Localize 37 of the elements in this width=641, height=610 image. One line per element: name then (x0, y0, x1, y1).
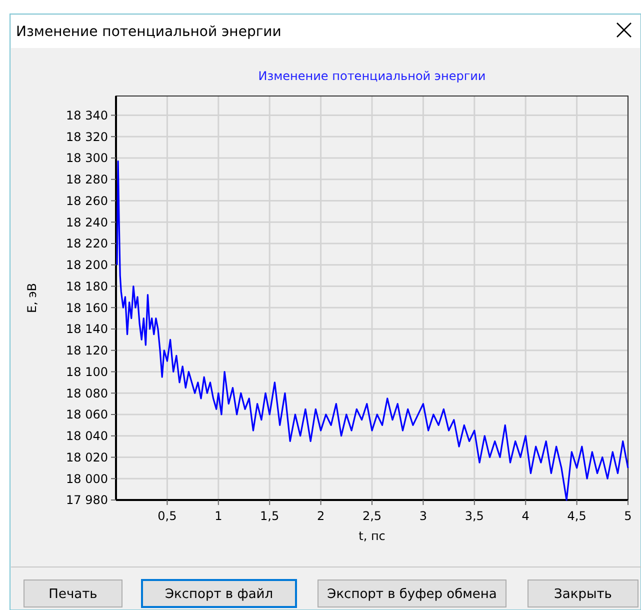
y-tick-label: 18 000 (66, 472, 108, 486)
x-axis-title: t, пс (358, 529, 386, 543)
x-tick-label: 3,5 (464, 509, 484, 523)
x-tick-label: 1,5 (260, 509, 280, 523)
x-tick-label: 4,5 (567, 509, 586, 523)
x-tick-label: 5 (624, 509, 632, 523)
x-tick-label: 1 (214, 509, 222, 523)
y-tick-label: 18 140 (66, 322, 108, 336)
text: Закрыть (554, 587, 612, 602)
chart-title: Изменение потенциальной энергии (258, 69, 486, 83)
y-tick-label: 18 100 (66, 364, 108, 379)
y-tick-label: 18 300 (66, 151, 108, 166)
y-tick-label: 18 120 (66, 344, 108, 358)
x-tick-label: 2,5 (362, 509, 382, 523)
text: Экспорт в файл (164, 587, 274, 602)
y-tick-label: 18 020 (66, 450, 108, 464)
x-tick-label: 2 (316, 509, 325, 523)
y-tick-label: 18 220 (66, 236, 108, 251)
y-tick-label: 18 080 (66, 386, 108, 400)
y-axis-title: E, эВ (25, 282, 39, 314)
text: Изменение потенциальной энергии (16, 24, 282, 40)
y-tick-label: 18 260 (66, 194, 108, 208)
text: Экспорт в буфер обмена (327, 587, 497, 602)
y-tick-label: 18 320 (66, 130, 108, 144)
y-tick-label: 18 160 (66, 300, 108, 315)
y-tick-label: 17 980 (66, 493, 108, 508)
y-tick-label: 18 280 (66, 172, 108, 187)
y-tick-label: 18 240 (66, 215, 108, 230)
y-tick-label: 18 040 (66, 429, 108, 444)
x-tick-label: 4 (522, 509, 530, 523)
y-tick-label: 18 200 (66, 258, 108, 272)
x-tick-label: 0,5 (158, 509, 177, 523)
y-tick-label: 18 060 (66, 408, 108, 422)
y-tick-label: 18 180 (66, 279, 108, 294)
text: Печать (48, 587, 98, 602)
x-tick-label: 3 (419, 509, 428, 523)
y-tick-label: 18 340 (66, 108, 108, 122)
